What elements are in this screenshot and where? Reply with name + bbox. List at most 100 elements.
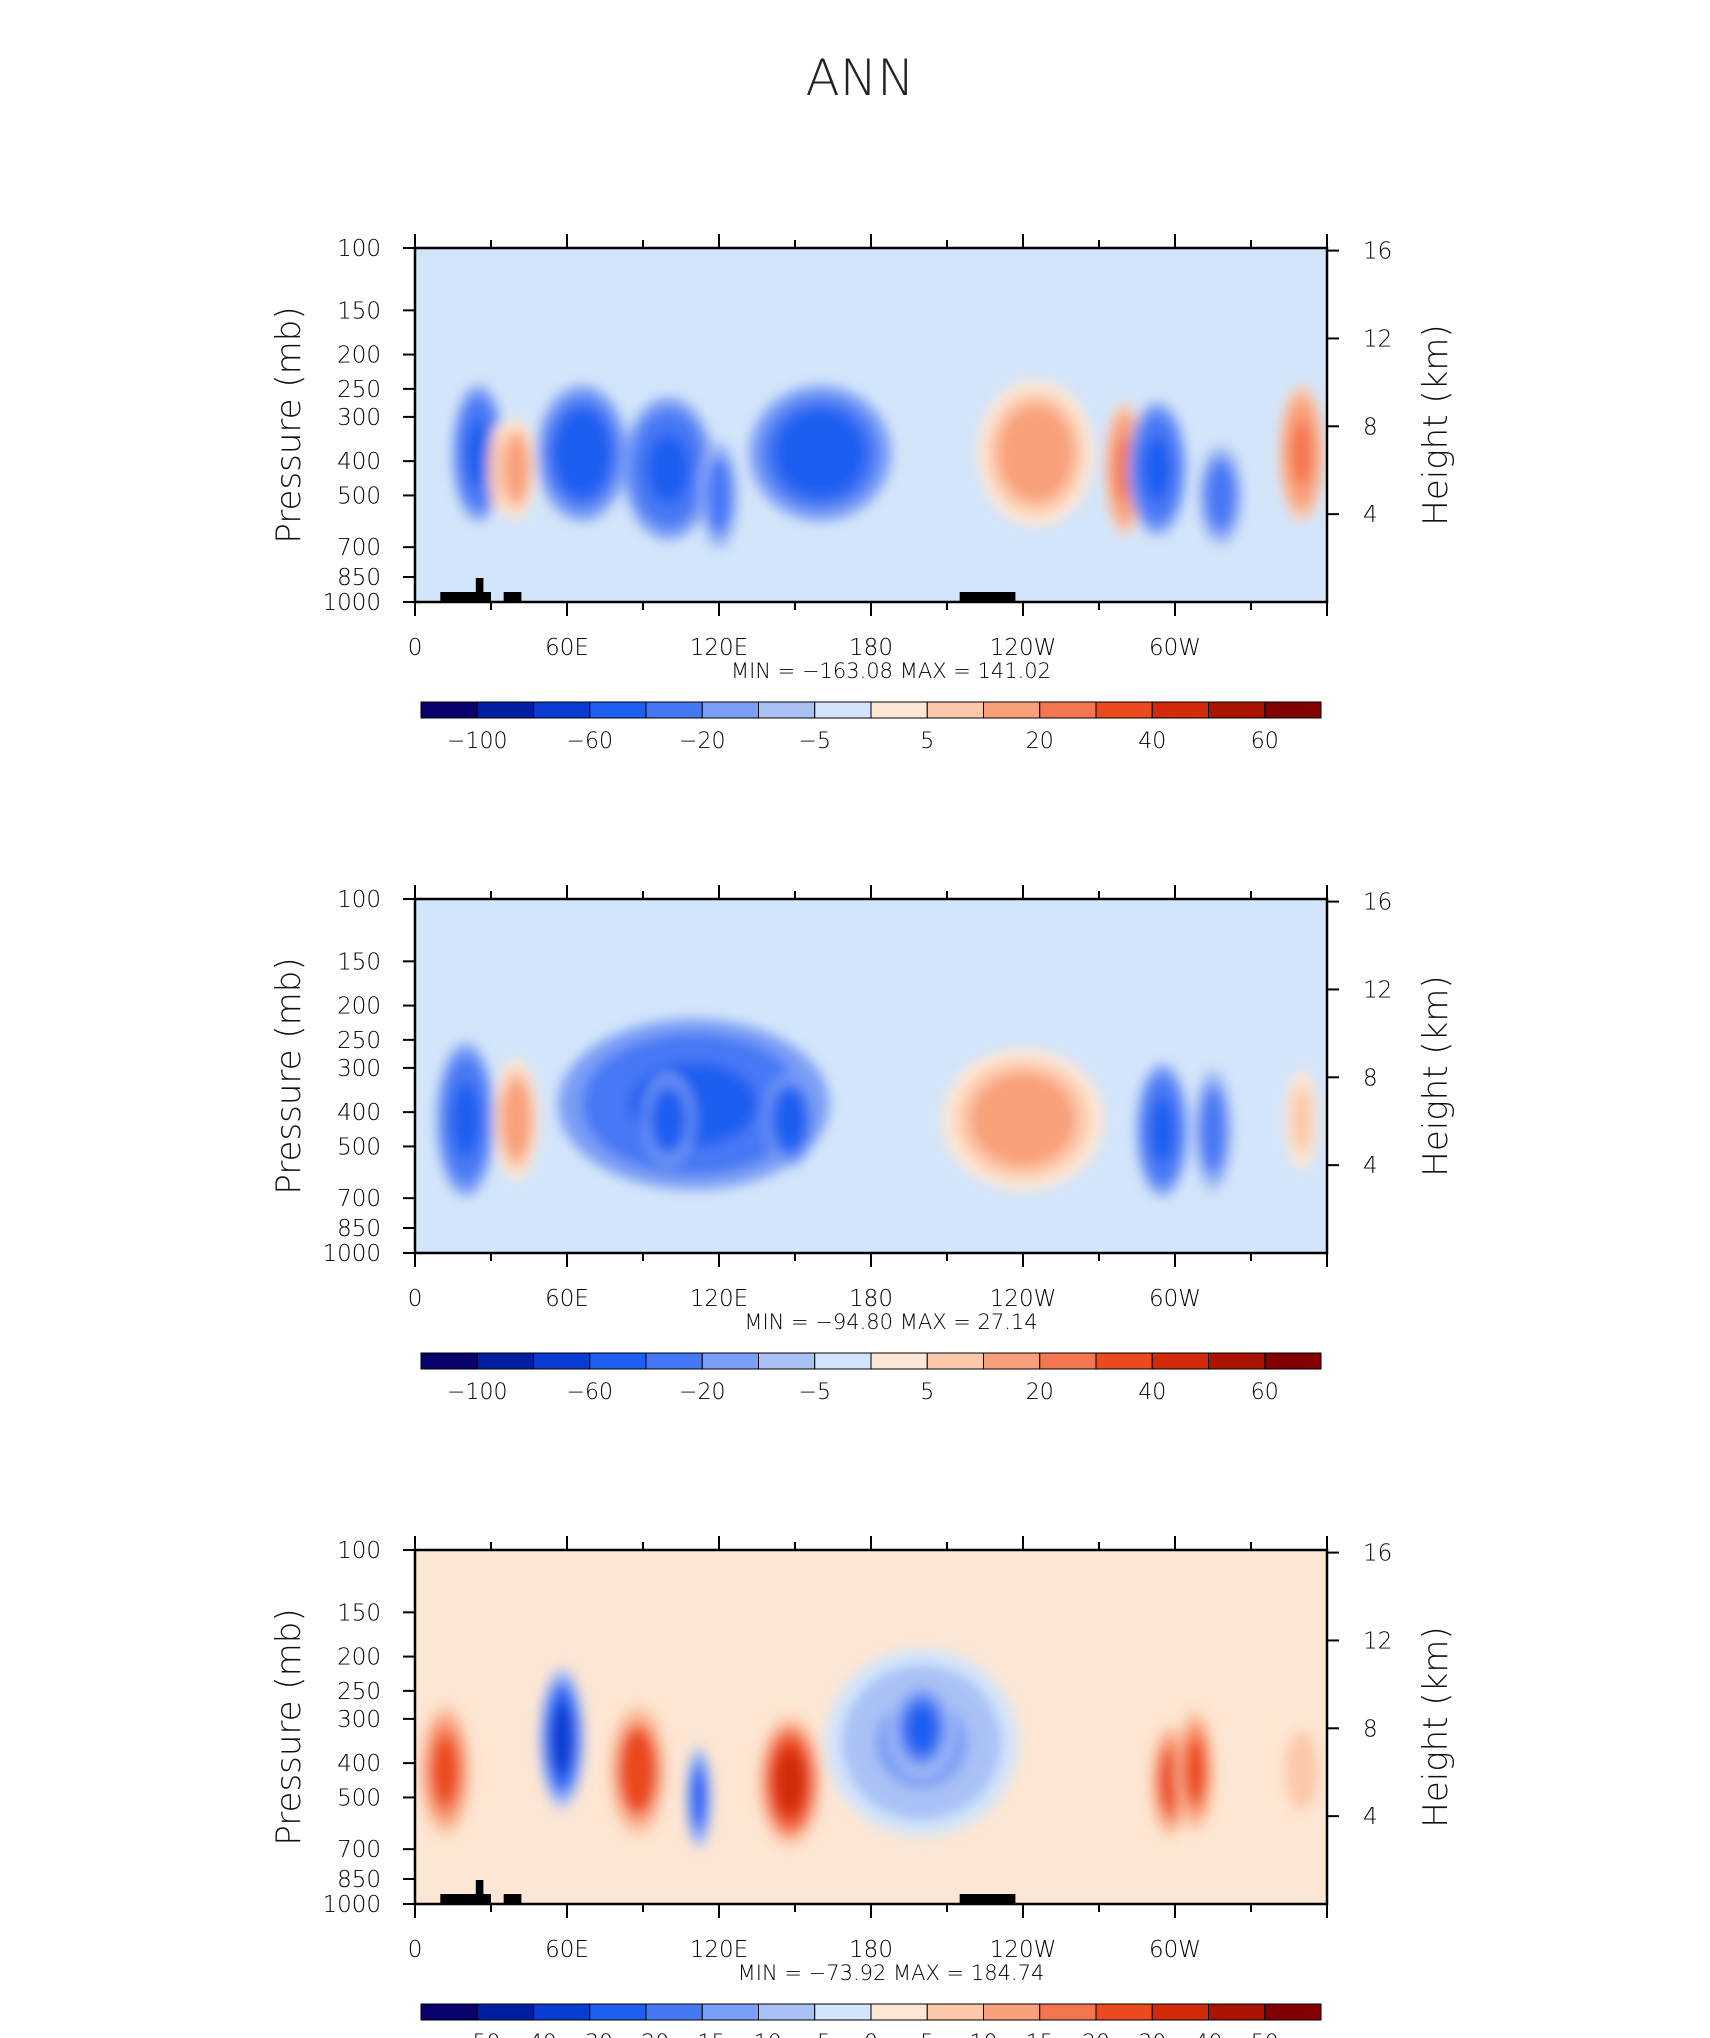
colorbar-box xyxy=(814,1352,872,1370)
y-right-tick-label: 16 xyxy=(1363,239,1392,265)
y-right-axis-title: Height (km) xyxy=(1416,1626,1456,1827)
contour-blob xyxy=(774,1749,806,1814)
y-tick-label: 700 xyxy=(337,1837,381,1863)
colorbar-label: 30 xyxy=(1138,2031,1166,2038)
colorbar-label: 15 xyxy=(1026,2031,1054,2038)
y-right-tick-label: 12 xyxy=(1363,977,1392,1003)
contour-blob xyxy=(624,1738,652,1803)
x-tick-label: 120W xyxy=(990,1937,1057,1963)
x-tick-label: 180 xyxy=(849,1937,893,1963)
colorbar-box xyxy=(420,2003,478,2021)
x-tick-label: 180 xyxy=(849,635,893,661)
colorbar-box xyxy=(533,1352,591,1370)
contour-blob xyxy=(709,468,729,522)
colorbar-box xyxy=(758,1352,816,1370)
contour-blob xyxy=(1186,1741,1205,1801)
y-right-axis-title: Height (km) xyxy=(1416,975,1456,1176)
colorbar-box xyxy=(926,1352,984,1370)
colorbar-box xyxy=(1208,701,1266,719)
topography-block xyxy=(959,592,1016,602)
y-right-tick-label: 4 xyxy=(1363,1153,1378,1179)
colorbar-label: 60 xyxy=(1251,729,1279,754)
contour-blob xyxy=(656,1097,681,1143)
colorbar-label: 5 xyxy=(920,1380,934,1405)
colorbar-label: 20 xyxy=(1026,1380,1054,1405)
colorbar-label: −30 xyxy=(567,2031,613,2038)
contour-blob xyxy=(560,420,604,487)
max-label: MAX = xyxy=(893,1961,971,1985)
y-tick-label: 250 xyxy=(337,377,381,403)
max-value: 27.14 xyxy=(978,1310,1038,1334)
colorbar-label: −20 xyxy=(623,2031,669,2038)
colorbar-box xyxy=(1151,1352,1209,1370)
max-value: 141.02 xyxy=(978,659,1051,683)
x-tick-label: 0 xyxy=(408,635,423,661)
contour-blob xyxy=(1143,436,1171,501)
colorbar-box xyxy=(1264,1352,1322,1370)
x-tick-label: 120W xyxy=(990,1286,1057,1312)
topography-block xyxy=(440,1894,491,1904)
y-axis-title: Pressure (mb) xyxy=(269,957,309,1194)
colorbar-label: 5 xyxy=(920,2031,934,2038)
colorbar-box xyxy=(420,701,478,719)
y-tick-label: 250 xyxy=(337,1028,381,1054)
colorbar-box xyxy=(645,701,703,719)
contour-blob xyxy=(551,1704,573,1773)
plot-area: 0 60E 120E 180 120W 60W1001502002503004005007… xyxy=(269,1536,1456,2038)
colorbar-box xyxy=(870,1352,928,1370)
colorbar-box xyxy=(870,2003,928,2021)
colorbar-label: 40 xyxy=(1138,1380,1166,1405)
min-value: −163.08 xyxy=(802,659,900,683)
colorbar-box xyxy=(701,2003,759,2021)
x-tick-label: 0 xyxy=(408,1937,423,1963)
colorbar-box xyxy=(701,701,759,719)
y-tick-label: 1000 xyxy=(322,1241,381,1267)
contour-blob xyxy=(1160,1753,1180,1809)
x-tick-label: 60E xyxy=(545,1286,589,1312)
contour-blob xyxy=(906,1705,937,1753)
y-tick-label: 100 xyxy=(337,887,381,913)
colorbar-box xyxy=(1095,2003,1153,2021)
x-tick-label: 120W xyxy=(990,635,1057,661)
contour-blob xyxy=(507,443,526,494)
min-value: −73.92 xyxy=(809,1961,893,1985)
topography-block xyxy=(959,1894,1016,1904)
min-max-readout: MIN = −94.80 MAX = 27.14 xyxy=(744,1310,1037,1334)
min-label: MIN = xyxy=(744,1310,815,1334)
colorbar-box xyxy=(533,701,591,719)
colorbar-box xyxy=(645,2003,703,2021)
y-tick-label: 250 xyxy=(337,1679,381,1705)
x-tick-label: 120E xyxy=(690,635,748,661)
y-right-axis-title: Height (km) xyxy=(1416,324,1456,525)
topography-block xyxy=(475,578,484,602)
colorbar-box xyxy=(533,2003,591,2021)
y-tick-label: 850 xyxy=(337,1216,381,1242)
colorbar-label: 20 xyxy=(1026,729,1054,754)
y-tick-label: 1000 xyxy=(322,590,381,616)
colorbar-box xyxy=(476,1352,534,1370)
page-title: ANN xyxy=(805,49,914,107)
y-tick-label: 150 xyxy=(337,1600,381,1626)
colorbar-box xyxy=(1151,2003,1209,2021)
x-tick-label: 60W xyxy=(1149,635,1201,661)
colorbar-label: 40 xyxy=(1195,2031,1223,2038)
colorbar-box xyxy=(1151,701,1209,719)
colorbar-box xyxy=(589,701,647,719)
plot-area: 0 60E 120E 180 120W 60W1001502002503004005007… xyxy=(269,234,1456,754)
x-tick-label: 120E xyxy=(690,1937,748,1963)
y-tick-label: 100 xyxy=(337,1538,381,1564)
y-tick-label: 150 xyxy=(337,949,381,975)
x-tick-label: 180 xyxy=(849,1286,893,1312)
min-value: −94.80 xyxy=(815,1310,899,1334)
x-tick-label: 60E xyxy=(545,1937,589,1963)
colorbar-label: 20 xyxy=(1082,2031,1110,2038)
contour-blob xyxy=(1291,420,1313,487)
x-tick-label: 60W xyxy=(1149,1937,1201,1963)
x-tick-label: 120E xyxy=(690,1286,748,1312)
contour-blob xyxy=(1294,1094,1310,1145)
colorbar-box xyxy=(701,1352,759,1370)
colorbar-label: −10 xyxy=(735,2031,781,2038)
colorbar-box xyxy=(758,2003,816,2021)
contour-blob xyxy=(1115,436,1134,501)
colorbar-box xyxy=(926,2003,984,2021)
